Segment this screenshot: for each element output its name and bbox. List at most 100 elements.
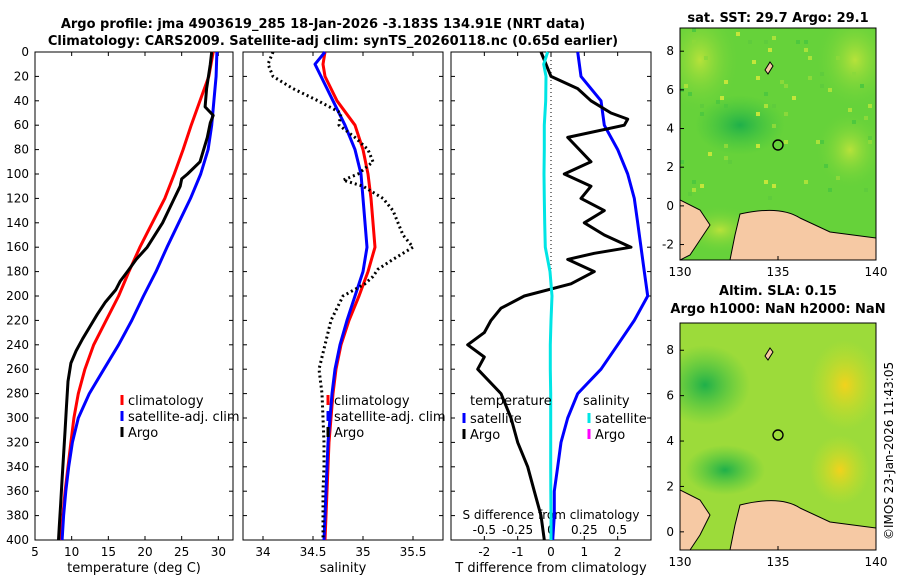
sal-series-climatology <box>321 51 377 541</box>
sst-map-pixel <box>692 188 696 192</box>
depth-tick-label: 0 <box>21 45 29 59</box>
sst-map-pixel <box>836 176 840 180</box>
depth-tick-label: 60 <box>14 118 29 132</box>
sst-map-pixel <box>860 84 864 88</box>
sst-map-pixel <box>756 76 760 80</box>
diff-series-s-satellite <box>542 51 554 540</box>
sst-map-pixel <box>736 32 740 36</box>
sst-map-pixel <box>824 164 828 168</box>
depth-tick-label: 20 <box>14 69 29 83</box>
temp-legend-label: Argo <box>128 426 158 441</box>
sst-map-pixel <box>864 188 868 192</box>
sst-map-argo-marker <box>772 139 784 151</box>
sla-map-land <box>729 500 876 550</box>
depth-tick-label: 80 <box>14 143 29 157</box>
sst-map-pixel <box>784 112 788 116</box>
sst-map-pixel <box>688 92 692 96</box>
temp-legend-label: satellite-adj. clim <box>128 410 240 425</box>
temp-panel: 5 10 15 20 25 30 temperature (deg C) 0 20 40 60 80 1… <box>6 45 240 576</box>
sst-map-xtick-label: 135 <box>767 265 790 279</box>
sst-map-ytick-label: -2 <box>662 238 674 252</box>
sst-map-title: sat. SST: 29.7 Argo: 29.1 <box>687 11 868 26</box>
diff-s-tick-label: 0.5 <box>608 523 627 537</box>
sla-map-low-patch <box>680 345 750 425</box>
sla-map-argo-marker <box>772 429 784 441</box>
diff-s-tick-label: 0.25 <box>571 523 598 537</box>
sla-map-subtitle: Argo h1000: NaN h2000: NaN <box>670 302 885 317</box>
depth-tick-label: 220 <box>6 313 29 327</box>
depth-tick-label: 320 <box>6 435 29 449</box>
sst-map-pixel <box>804 48 808 52</box>
sst-map-pixel <box>820 84 824 88</box>
sst-map-pixel <box>772 184 776 188</box>
diff-xtick-label: -1 <box>512 545 524 559</box>
sst-map-pixel <box>804 40 808 44</box>
sal-series-argo <box>266 51 415 540</box>
sst-map-pixel <box>704 56 708 60</box>
imos-credit: ©IMOS 23-Jan-2026 11:43:05 <box>882 362 896 540</box>
sst-map-pixel <box>728 160 732 164</box>
depth-tick-label: 360 <box>6 484 29 498</box>
depth-tick-label: 40 <box>14 94 29 108</box>
sst-map-land <box>680 199 711 260</box>
sst-map-cool-patch <box>695 95 785 155</box>
sla-map-ytick-label: 6 <box>666 389 674 403</box>
temp-series-satellite-adj-clim <box>60 51 219 541</box>
depth-tick-label: 280 <box>6 387 29 401</box>
sla-map-xtick-label: 140 <box>865 555 888 569</box>
sal-xtick-label: 34.5 <box>300 545 327 559</box>
sst-map-pixel <box>804 180 808 184</box>
temp-series-climatology <box>59 51 215 541</box>
sla-map-ytick-label: 4 <box>666 434 674 448</box>
depth-tick-label: 140 <box>6 216 29 230</box>
sst-map-pixel <box>764 104 768 108</box>
diff-s-tick-label: -0.5 <box>473 523 496 537</box>
sst-map-pixel <box>792 96 796 100</box>
sst-map-pixel <box>864 116 868 120</box>
sst-map-pixel <box>764 92 768 96</box>
sla-map-high-patch <box>810 435 870 505</box>
sst-map-pixel <box>724 144 728 148</box>
sst-map-pixel <box>836 56 840 60</box>
depth-tick-label: 200 <box>6 289 29 303</box>
sst-map-pixel <box>828 188 832 192</box>
sal-panel: 34 34.5 35 35.5 salinity climatologysatellite… <box>242 51 446 576</box>
sst-map-pixel <box>784 84 788 88</box>
sst-map-pixel <box>848 108 852 112</box>
sst-map-pixel <box>700 184 704 188</box>
sst-map-xtick-label: 140 <box>865 265 888 279</box>
sst-map-pixel <box>724 80 728 84</box>
sst-map-pixel <box>820 72 824 76</box>
sst-map: sat. SST: 29.7 Argo: 29.1 130 135 140 -2 0 2 4… <box>662 11 888 279</box>
sst-map-pixel <box>868 104 872 108</box>
sla-map-land <box>680 489 711 550</box>
sst-map-pixel <box>764 180 768 184</box>
sal-legend-label: Argo <box>334 426 364 441</box>
sst-map-pixel <box>708 152 712 156</box>
sst-map-ytick-label: 0 <box>666 199 674 213</box>
temp-xtick-label: 20 <box>137 545 152 559</box>
sst-map-pixel <box>764 40 768 44</box>
sst-map-xtick-label: 130 <box>669 265 692 279</box>
depth-tick-label: 160 <box>6 240 29 254</box>
sst-map-pixel <box>768 48 772 52</box>
sst-map-pixel <box>808 76 812 80</box>
depth-tick-label: 120 <box>6 191 29 205</box>
sla-map-title: Altim. SLA: 0.15 <box>719 284 837 299</box>
sst-map-pixels <box>680 28 872 200</box>
depth-tick-label: 240 <box>6 338 29 352</box>
depth-tick-label: 260 <box>6 362 29 376</box>
figure-title-line1: Argo profile: jma 4903619_285 18-Jan-202… <box>61 17 585 32</box>
sst-map-island <box>764 61 774 75</box>
diff-series-t-argo <box>466 51 633 541</box>
sst-map-pixel <box>692 180 696 184</box>
sst-map-pixel <box>692 40 696 44</box>
figure-title-line2: Climatology: CARS2009. Satellite-adj cli… <box>48 34 618 49</box>
temp-legend-label: climatology <box>128 394 204 409</box>
sst-map-pixel <box>700 104 704 108</box>
sal-xtick-label: 35 <box>355 545 370 559</box>
sst-map-pixel <box>868 140 872 144</box>
sst-map-land <box>729 209 876 260</box>
diff-legend-s-label: Argo <box>595 428 625 443</box>
sst-map-pixel <box>720 96 724 100</box>
